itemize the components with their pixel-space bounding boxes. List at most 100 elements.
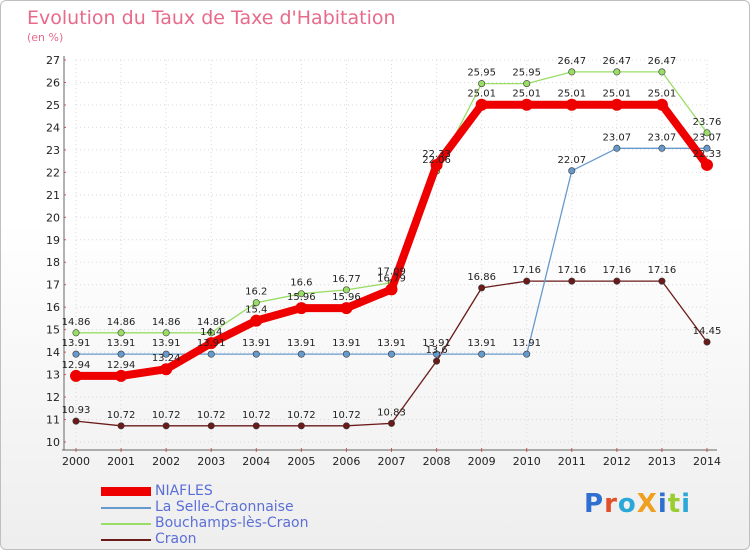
axis-layer: 10 11 12 13 14 15 16 17 18 19 20 21 22 23 24 25 26 27 2000…	[46, 54, 721, 468]
x-tick-label: 2001	[107, 455, 135, 468]
data-label-layer: 12.94 12.94 13.24 14.4 15.4 15.96 15.96 16.79 22…	[62, 56, 722, 421]
data-point	[523, 277, 531, 285]
data-point	[478, 284, 486, 292]
y-tick-label: 23	[46, 144, 60, 157]
data-point	[162, 350, 170, 358]
data-point	[72, 417, 80, 425]
y-tick-label: 24	[46, 121, 60, 134]
y-tick-label: 14	[46, 346, 60, 359]
data-label: 10.72	[332, 410, 361, 421]
data-point	[613, 144, 621, 152]
y-tick-label: 18	[46, 256, 60, 269]
y-tick-label: 21	[46, 189, 60, 202]
y-tick-label: 10	[46, 436, 60, 449]
legend-label: La Selle-Craonnaise	[155, 499, 294, 515]
legend-label: Craon	[155, 531, 197, 547]
data-point	[162, 329, 170, 337]
data-label: 25.95	[512, 68, 541, 79]
x-tick-label: 2014	[693, 455, 721, 468]
data-point	[207, 329, 215, 337]
x-tick-label: 2007	[378, 455, 406, 468]
data-point	[387, 419, 395, 427]
data-label: 10.72	[107, 410, 136, 421]
data-point	[568, 277, 576, 285]
data-label: 25.01	[603, 89, 632, 100]
data-label: 10.72	[242, 410, 271, 421]
data-point	[207, 350, 215, 358]
data-point	[433, 350, 441, 358]
y-tick-label: 19	[46, 234, 60, 247]
data-label: 15.4	[245, 305, 267, 316]
data-label: 15.96	[332, 292, 361, 303]
data-label: 22.06	[422, 155, 451, 166]
data-label: 16.2	[245, 287, 267, 298]
data-label: 14.86	[107, 317, 136, 328]
data-label: 13.24	[152, 353, 181, 364]
x-tick-label: 2012	[603, 455, 631, 468]
data-label: 13.91	[242, 338, 271, 349]
data-label: 16.86	[467, 272, 496, 283]
data-label: 13.6	[425, 345, 447, 356]
data-label: 15.96	[287, 292, 316, 303]
data-point	[610, 98, 623, 111]
chart-subtitle: (en %)	[27, 31, 64, 44]
data-point	[340, 302, 353, 315]
data-point	[117, 350, 125, 358]
chart-title: Evolution du Taux de Taxe d'Habitation	[27, 7, 396, 29]
y-tick-label: 22	[46, 166, 60, 179]
data-label: 26.47	[603, 56, 632, 67]
data-label: 13.91	[107, 338, 136, 349]
data-label: 13.91	[467, 338, 496, 349]
data-label: 13.91	[197, 338, 226, 349]
data-point	[703, 338, 711, 346]
data-point	[658, 144, 666, 152]
data-point	[385, 283, 398, 296]
data-point	[342, 286, 350, 294]
data-label: 13.91	[152, 338, 181, 349]
data-label: 17.16	[557, 265, 586, 276]
data-point	[297, 350, 305, 358]
data-point	[252, 299, 260, 307]
data-point	[658, 68, 666, 76]
data-label: 25.01	[512, 89, 541, 100]
series-layer	[70, 68, 713, 430]
data-point	[565, 98, 578, 111]
data-point	[655, 98, 668, 111]
data-point	[478, 80, 486, 88]
data-point	[252, 350, 260, 358]
data-point	[478, 350, 486, 358]
y-tick-label: 13	[46, 369, 60, 382]
data-label: 10.83	[377, 407, 406, 418]
data-point	[520, 98, 533, 111]
data-point	[523, 350, 531, 358]
x-tick-label: 2008	[423, 455, 451, 468]
data-label: 17.09	[377, 267, 406, 278]
data-label: 16.6	[290, 278, 312, 289]
data-point	[250, 314, 263, 327]
data-label: 14.4	[200, 327, 222, 338]
x-tick-label: 2000	[62, 455, 90, 468]
data-point	[568, 167, 576, 175]
data-point	[297, 290, 305, 298]
legend-label: NIAFLES	[155, 483, 213, 499]
y-tick-label: 12	[46, 391, 60, 404]
y-tick-label: 26	[46, 76, 60, 89]
data-point	[115, 369, 128, 382]
data-label: 13.91	[332, 338, 361, 349]
x-tick-label: 2003	[197, 455, 225, 468]
data-point	[433, 357, 441, 365]
data-label: 23.76	[693, 117, 722, 128]
data-label: 22.33	[422, 149, 451, 160]
data-point	[160, 363, 173, 376]
data-label: 25.01	[557, 89, 586, 100]
data-label: 13.91	[422, 338, 451, 349]
data-point	[342, 422, 350, 430]
data-label: 14.45	[693, 326, 722, 337]
data-label: 23.07	[693, 132, 722, 143]
y-tick-label: 27	[46, 54, 60, 67]
data-label: 13.91	[377, 338, 406, 349]
legend-swatch	[101, 539, 151, 541]
data-label: 14.86	[62, 317, 91, 328]
data-label: 25.95	[467, 68, 496, 79]
